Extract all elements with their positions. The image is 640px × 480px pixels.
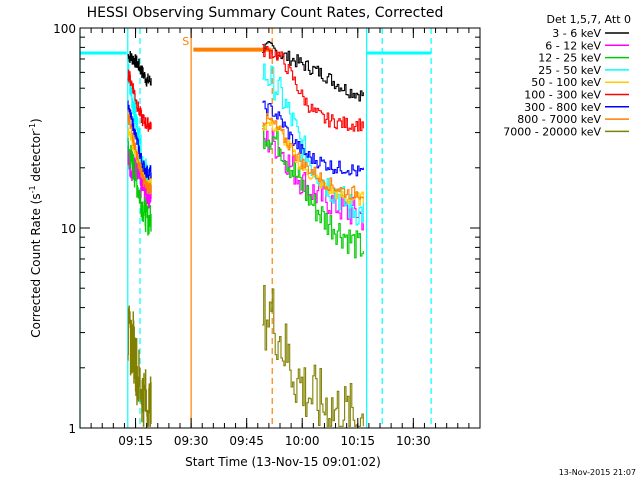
legend-label-2: 12 - 25 keV xyxy=(538,52,601,65)
series-1-segment-1 xyxy=(262,128,364,231)
legend-label-8: 7000 - 20000 keV xyxy=(503,125,601,138)
legend-label-0: 3 - 6 keV xyxy=(552,27,601,40)
y-tick-label-1: 10 xyxy=(61,222,76,236)
y-axis-label-sup1: -1 xyxy=(28,185,37,193)
series-2-segment-1 xyxy=(262,125,364,259)
series-2-segment-0 xyxy=(127,137,152,236)
series-7-segment-1 xyxy=(262,113,364,200)
series-3-segment-1 xyxy=(262,63,364,226)
legend-label-5: 100 - 300 keV xyxy=(524,89,601,102)
y-axis-label-main: Corrected Count Rate (s xyxy=(29,193,43,337)
x-tick-label-1: 09:30 xyxy=(174,434,209,448)
axes: 1 10 100 09:15 09:30 09:45 10:00 10:15 10:30 xyxy=(53,22,481,448)
series-2 xyxy=(127,125,364,259)
series-5-segment-0 xyxy=(127,69,152,132)
y-tick-label-2: 100 xyxy=(53,22,76,36)
series-4 xyxy=(127,117,364,206)
series-8-segment-1 xyxy=(262,285,364,427)
legend-label-3: 25 - 50 keV xyxy=(538,64,601,77)
series-5 xyxy=(127,44,364,132)
legend-header: Det 1,5,7, Att 0 xyxy=(547,13,631,26)
series-7 xyxy=(127,109,364,200)
footer-date: 13-Nov-2015 21:07 xyxy=(559,468,636,477)
x-tick-label-4: 10:15 xyxy=(340,434,375,448)
series-6-segment-1 xyxy=(262,100,364,177)
saa-label: S xyxy=(182,35,189,48)
series-0-segment-1 xyxy=(262,40,364,102)
series-3 xyxy=(127,58,364,226)
legend-label-1: 6 - 12 keV xyxy=(545,39,601,52)
x-tick-label-3: 10:00 xyxy=(285,434,320,448)
x-axis-label: Start Time (13-Nov-15 09:01:02) xyxy=(185,455,381,469)
x-tick-label-0: 09:15 xyxy=(118,434,153,448)
series-0-segment-0 xyxy=(127,51,152,87)
legend-label-6: 300 - 800 keV xyxy=(524,101,601,114)
x-tick-label-5: 10:30 xyxy=(396,434,431,448)
x-tick-label-2: 09:45 xyxy=(229,434,264,448)
y-axis-label: Corrected Count Rate (s-1 detector-1) xyxy=(28,118,43,337)
y-axis-label-sup2: -1 xyxy=(28,123,37,131)
y-axis-label-mid: detector xyxy=(29,131,43,186)
series-6 xyxy=(127,100,364,180)
legend-label-7: 800 - 7000 keV xyxy=(517,113,601,126)
series-1 xyxy=(127,128,364,231)
series-8-segment-0 xyxy=(127,305,152,427)
series-8 xyxy=(127,285,364,427)
legend-label-4: 50 - 100 keV xyxy=(531,76,601,89)
y-tick-label-0: 1 xyxy=(68,422,76,436)
series-7-segment-0 xyxy=(127,109,152,195)
series-5-segment-1 xyxy=(262,44,364,132)
series-6-segment-0 xyxy=(127,100,152,180)
plot-area: S xyxy=(79,28,432,428)
y-axis-label-end: ) xyxy=(29,118,43,123)
chart-title: HESSI Observing Summary Count Rates, Cor… xyxy=(87,5,444,21)
